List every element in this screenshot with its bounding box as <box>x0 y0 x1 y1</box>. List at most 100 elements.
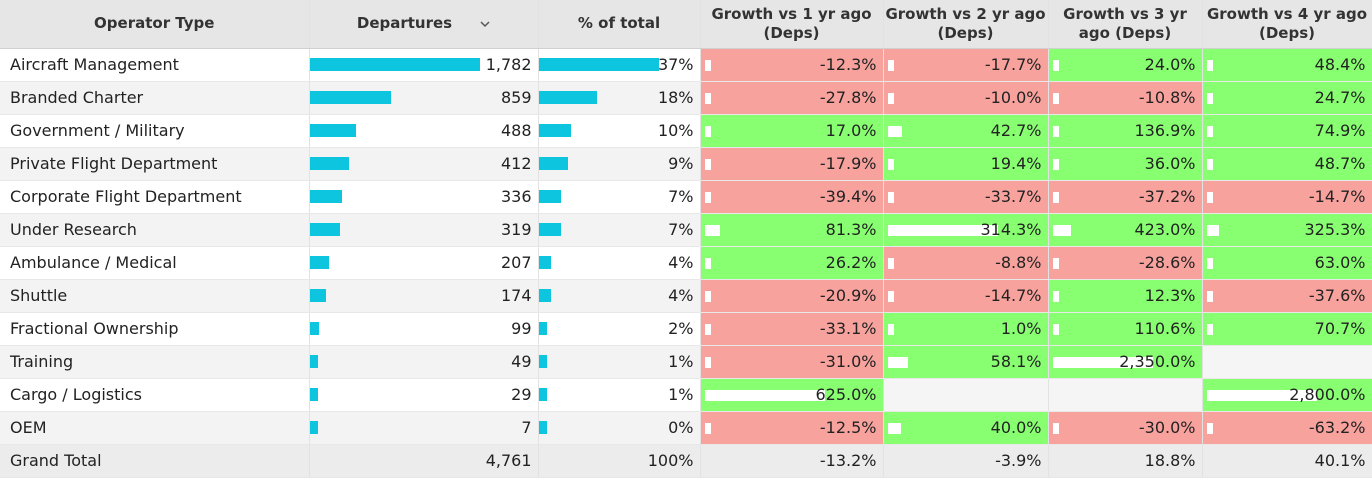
header-departures[interactable]: Departures <box>309 0 539 49</box>
growth-4yr-cell: -14.7% <box>1202 180 1372 214</box>
pct-total-bar <box>538 255 552 269</box>
pct-total-cell: 37% <box>538 48 701 82</box>
growth-1yr-cell: 81.3% <box>700 213 884 247</box>
growth-3yr-cell: -37.2% <box>1048 180 1203 214</box>
growth-2yr-cell: -8.8% <box>883 246 1049 280</box>
header-growth-1yr[interactable]: Growth vs 1 yr ago (Deps) <box>700 0 884 49</box>
departures-bar <box>309 156 349 170</box>
growth-4yr-cell: 48.7% <box>1202 147 1372 181</box>
growth-1yr-cell: 26.2% <box>700 246 884 280</box>
operator-type-cell: Branded Charter <box>0 81 310 115</box>
growth-bar <box>704 59 711 71</box>
growth-bar <box>704 92 711 104</box>
growth-3yr-cell: -30.0% <box>1048 411 1203 445</box>
growth-3yr-cell: 36.0% <box>1048 147 1203 181</box>
departures-bar <box>309 57 480 71</box>
table-row[interactable]: Fractional Ownership 99 2% -33.1% 1.0% 110.6%… <box>0 312 1372 346</box>
table-row[interactable]: Under Research 319 7% 81.3% 314.3% 423.0% 325.… <box>0 213 1372 247</box>
table-row[interactable]: Government / Military 488 10% 17.0% 42.7% 136… <box>0 114 1372 148</box>
growth-bar <box>1052 356 1153 368</box>
table-row[interactable]: Ambulance / Medical 207 4% 26.2% -8.8% -28.6%… <box>0 246 1372 280</box>
growth-2yr-cell: 42.7% <box>883 114 1049 148</box>
departures-cell: 207 <box>309 246 539 280</box>
pct-total-bar <box>538 222 562 236</box>
departures-bar <box>309 90 392 104</box>
departures-bar <box>309 387 318 401</box>
growth-bar <box>704 257 711 269</box>
pct-total-cell: 4% <box>538 279 701 313</box>
growth-3yr-cell: 423.0% <box>1048 213 1203 247</box>
table-row[interactable]: Corporate Flight Department 336 7% -39.4% -3… <box>0 180 1372 214</box>
departures-cell: 99 <box>309 312 539 346</box>
growth-bar <box>1052 422 1059 434</box>
growth-bar <box>1206 59 1213 71</box>
pct-total-bar <box>538 321 547 335</box>
growth-3yr-cell: 12.3% <box>1048 279 1203 313</box>
pct-total-cell: 9% <box>538 147 701 181</box>
grand-total-pct: 100% <box>538 444 701 478</box>
grand-total-growth-4yr: 40.1% <box>1202 444 1372 478</box>
departures-cell: 488 <box>309 114 539 148</box>
growth-3yr-cell: -10.8% <box>1048 81 1203 115</box>
departures-cell: 319 <box>309 213 539 247</box>
operator-type-cell: Training <box>0 345 310 379</box>
growth-bar <box>887 290 894 302</box>
table-row[interactable]: Branded Charter 859 18% -27.8% -10.0% -10.8% 2… <box>0 81 1372 115</box>
growth-bar <box>887 323 894 335</box>
growth-4yr-cell: 24.7% <box>1202 81 1372 115</box>
growth-bar <box>887 224 998 236</box>
header-growth-4yr[interactable]: Growth vs 4 yr ago (Deps) <box>1202 0 1372 49</box>
growth-1yr-cell: 625.0% <box>700 378 884 412</box>
table-row[interactable]: Private Flight Department 412 9% -17.9% 19.4… <box>0 147 1372 181</box>
growth-bar <box>887 257 894 269</box>
growth-2yr-cell: -17.7% <box>883 48 1049 82</box>
departures-bar <box>309 321 319 335</box>
growth-bar <box>1052 191 1059 203</box>
header-operator-type[interactable]: Operator Type <box>0 0 310 49</box>
departures-bar <box>309 189 342 203</box>
operator-type-cell: Private Flight Department <box>0 147 310 181</box>
growth-bar <box>1052 125 1059 137</box>
operator-type-cell: Shuttle <box>0 279 310 313</box>
departures-cell: 859 <box>309 81 539 115</box>
growth-bar <box>1206 125 1213 137</box>
operator-type-cell: Government / Military <box>0 114 310 148</box>
grand-total-label: Grand Total <box>0 444 310 478</box>
growth-bar <box>704 422 711 434</box>
growth-bar <box>704 356 711 368</box>
operator-type-cell: Under Research <box>0 213 310 247</box>
growth-1yr-cell: -31.0% <box>700 345 884 379</box>
table-row[interactable]: Aircraft Management 1,782 37% -12.3% -17.7% 2… <box>0 48 1372 82</box>
grand-total-row: Grand Total 4,761 100% -13.2% -3.9% 18.8… <box>0 444 1372 478</box>
growth-2yr-cell: -33.7% <box>883 180 1049 214</box>
table-row[interactable]: Shuttle 174 4% -20.9% -14.7% 12.3% -37.6% <box>0 279 1372 313</box>
operator-type-cell: Aircraft Management <box>0 48 310 82</box>
operator-type-cell: Ambulance / Medical <box>0 246 310 280</box>
growth-bar <box>1206 323 1213 335</box>
pct-total-cell: 0% <box>538 411 701 445</box>
grand-total-growth-2yr: -3.9% <box>883 444 1049 478</box>
growth-bar <box>1052 59 1059 71</box>
pct-total-bar <box>538 354 547 368</box>
departures-cell: 174 <box>309 279 539 313</box>
growth-1yr-cell: -33.1% <box>700 312 884 346</box>
operator-type-cell: Corporate Flight Department <box>0 180 310 214</box>
growth-bar <box>887 422 902 434</box>
pct-total-cell: 7% <box>538 180 701 214</box>
pct-total-cell: 7% <box>538 213 701 247</box>
growth-3yr-cell: 24.0% <box>1048 48 1203 82</box>
growth-bar <box>887 92 894 104</box>
header-growth-3yr[interactable]: Growth vs 3 yr ago (Deps) <box>1048 0 1203 49</box>
chevron-down-icon[interactable] <box>480 19 490 29</box>
header-pct-total[interactable]: % of total <box>538 0 701 49</box>
pct-total-cell: 10% <box>538 114 701 148</box>
growth-bar <box>1206 422 1213 434</box>
table-row[interactable]: OEM 7 0% -12.5% 40.0% -30.0% -63.2% <box>0 411 1372 445</box>
header-growth-2yr[interactable]: Growth vs 2 yr ago (Deps) <box>883 0 1049 49</box>
departures-cell: 412 <box>309 147 539 181</box>
table-row[interactable]: Training 49 1% -31.0% 58.1% 2,350.0% <box>0 345 1372 379</box>
table-row[interactable]: Cargo / Logistics 29 1% 625.0% 2,800.0% <box>0 378 1372 412</box>
growth-2yr-cell: 58.1% <box>883 345 1049 379</box>
growth-bar <box>704 389 825 401</box>
growth-2yr-cell: 40.0% <box>883 411 1049 445</box>
